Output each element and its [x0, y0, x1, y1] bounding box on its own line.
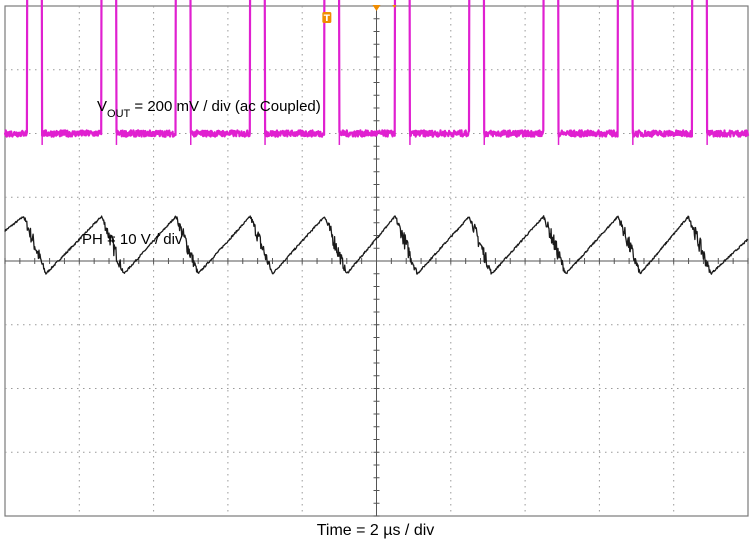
trigger-label: T	[324, 14, 331, 24]
graticule	[4, 5, 749, 517]
trigger-badge	[322, 12, 332, 23]
plot-background	[0, 0, 751, 520]
ph-trace	[3, 0, 750, 138]
markers: T	[322, 5, 397, 24]
cursor-icon	[392, 5, 397, 8]
x-axis-label: Time = 2 µs / div	[316, 522, 435, 539]
trigger-marker: T	[322, 12, 332, 24]
traces	[3, 0, 750, 275]
oscilloscope-plot: T VOUT = 200 mV / div (ac Coupled) PH = …	[0, 0, 751, 520]
trigger-position-icon	[372, 5, 381, 11]
vout-trace	[4, 215, 749, 275]
ph-label: PH = 10 V / div	[82, 231, 183, 248]
vout-label: VOUT = 200 mV / div (ac Coupled)	[97, 98, 321, 120]
